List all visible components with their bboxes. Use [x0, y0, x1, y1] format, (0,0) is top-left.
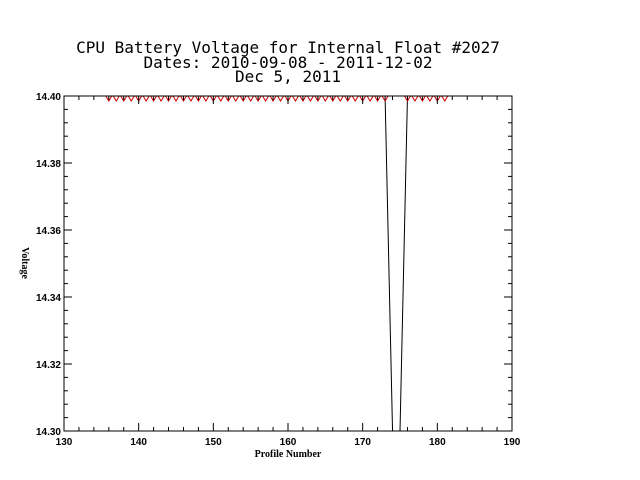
- data-point: [359, 96, 367, 102]
- title-line-2: Dates: 2010-09-08 - 2011-12-02: [144, 53, 433, 72]
- data-point: [150, 96, 158, 102]
- data-point: [135, 96, 143, 102]
- data-point: [112, 96, 120, 102]
- series-line: [108, 96, 445, 431]
- data-point: [329, 96, 337, 102]
- y-tick-label: 14.36: [36, 226, 61, 237]
- data-point: [127, 96, 135, 102]
- data-point: [418, 96, 426, 102]
- data-point: [291, 96, 300, 102]
- x-tick-label: 170: [354, 437, 371, 448]
- chart-title: CPU Battery Voltage for Internal Float #…: [76, 38, 500, 86]
- data-point: [411, 96, 419, 102]
- data-point: [441, 96, 449, 102]
- y-axis-label: Voltage: [19, 247, 30, 279]
- x-tick-label: 150: [205, 437, 222, 448]
- x-tick-label: 130: [56, 437, 73, 448]
- data-point: [306, 96, 314, 102]
- x-axis-ticks: 130 140 150 160 170 180 190: [56, 96, 521, 448]
- data-point: [426, 96, 434, 102]
- x-tick-label: 140: [130, 437, 147, 448]
- data-point: [254, 96, 262, 102]
- data-point: [247, 96, 255, 102]
- data-point: [164, 96, 173, 102]
- data-point: [381, 96, 389, 102]
- data-point: [299, 96, 307, 102]
- y-tick-label: 14.32: [36, 360, 61, 371]
- data-point: [194, 96, 202, 102]
- title-line-3: Dec 5, 2011: [235, 67, 341, 86]
- data-point: [239, 96, 247, 102]
- y-tick-label: 14.38: [36, 159, 61, 170]
- data-point: [224, 96, 232, 102]
- data-point: [142, 96, 150, 102]
- title-line-1: CPU Battery Voltage for Internal Float #…: [76, 38, 500, 57]
- plot-frame: [63, 95, 513, 432]
- data-point: [120, 96, 128, 102]
- data-point: [396, 430, 404, 431]
- data-point: [433, 96, 441, 102]
- data-point: [336, 96, 344, 102]
- data-point: [262, 96, 270, 102]
- data-point: [276, 96, 285, 102]
- data-point: [217, 96, 225, 102]
- data-point: [232, 96, 240, 102]
- data-point: [351, 96, 359, 102]
- x-tick-label: 160: [280, 437, 297, 448]
- data-point: [209, 96, 217, 102]
- data-point: [374, 96, 382, 102]
- data-point: [321, 96, 329, 102]
- y-tick-label: 14.40: [36, 92, 61, 103]
- data-layer: [105, 96, 449, 431]
- y-axis-ticks: 14.30 14.32 14.34 14.36 14.38 14.40: [36, 92, 512, 438]
- x-tick-label: 190: [504, 437, 521, 448]
- data-point: [314, 96, 322, 102]
- data-point: [157, 96, 165, 102]
- x-tick-label: 180: [429, 437, 446, 448]
- data-point: [269, 96, 277, 102]
- x-axis-label: Profile Number: [255, 449, 322, 460]
- data-point: [366, 96, 374, 102]
- data-point: [172, 96, 180, 102]
- data-point: [284, 96, 292, 102]
- data-point: [105, 96, 113, 102]
- y-tick-label: 14.34: [36, 293, 61, 304]
- data-point: [403, 96, 412, 102]
- data-point: [344, 96, 352, 102]
- y-tick-label: 14.30: [36, 427, 61, 438]
- data-point: [388, 430, 397, 431]
- data-point: [202, 96, 210, 102]
- data-point: [187, 96, 195, 102]
- data-point: [179, 96, 188, 102]
